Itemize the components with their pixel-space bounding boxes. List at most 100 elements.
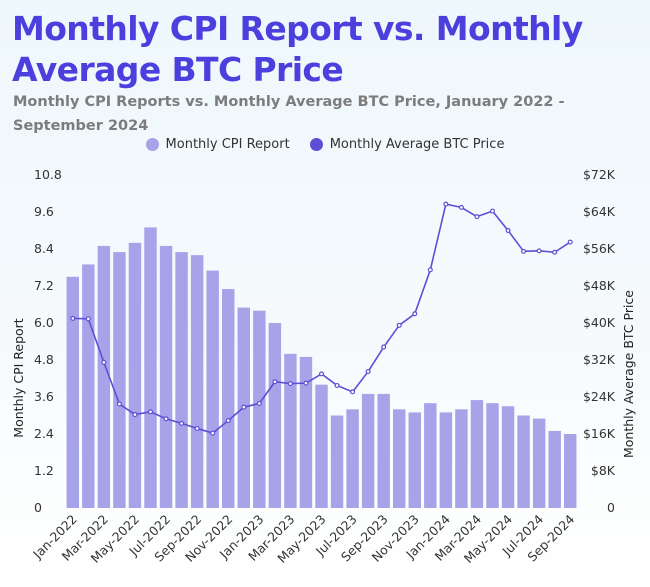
right-tick-label: $40K: [583, 315, 616, 330]
cpi-bar[interactable]: [144, 227, 157, 508]
legend-item-cpi[interactable]: Monthly CPI Report: [145, 137, 290, 152]
btc-point[interactable]: [350, 389, 356, 395]
cpi-bar[interactable]: [361, 393, 375, 508]
btc-point[interactable]: [490, 208, 496, 214]
btc-point[interactable]: [85, 316, 91, 322]
cpi-bar[interactable]: [377, 393, 390, 508]
btc-point[interactable]: [396, 322, 402, 328]
btc-point[interactable]: [458, 204, 464, 210]
btc-point[interactable]: [521, 248, 527, 254]
cpi-bar[interactable]: [299, 356, 313, 508]
cpi-bar[interactable]: [284, 353, 297, 508]
btc-point[interactable]: [241, 404, 247, 410]
cpi-bar[interactable]: [82, 264, 95, 508]
btc-point[interactable]: [474, 214, 480, 220]
btc-point[interactable]: [194, 425, 200, 431]
cpi-bar[interactable]: [113, 252, 126, 508]
legend-item-btc[interactable]: Monthly Average BTC Price: [309, 137, 505, 152]
btc-point[interactable]: [303, 380, 309, 386]
cpi-bar[interactable]: [548, 430, 561, 508]
btc-point[interactable]: [381, 344, 387, 350]
cpi-bar[interactable]: [517, 415, 530, 509]
right-tick-label: $32K: [583, 352, 616, 367]
cpi-bar[interactable]: [486, 403, 499, 508]
btc-point[interactable]: [536, 248, 542, 254]
btc-point[interactable]: [365, 369, 371, 375]
left-tick-label: 6.0: [34, 315, 54, 330]
btc-point[interactable]: [132, 412, 138, 418]
cpi-bar[interactable]: [315, 384, 328, 508]
btc-point[interactable]: [334, 382, 340, 388]
left-tick-label: 4.8: [34, 352, 54, 367]
right-axis-title: Monthly Average BTC Price: [621, 290, 636, 458]
btc-point[interactable]: [101, 359, 107, 365]
left-axis-title: Monthly CPI Report: [11, 318, 26, 437]
btc-point[interactable]: [427, 267, 433, 273]
cpi-bar[interactable]: [222, 289, 235, 508]
left-tick-label: 2.4: [34, 426, 54, 441]
cpi-bar[interactable]: [330, 415, 344, 509]
cpi-bar[interactable]: [439, 412, 453, 508]
right-tick-label: $48K: [583, 278, 616, 293]
btc-point[interactable]: [272, 379, 278, 385]
left-tick-label: 8.4: [34, 241, 54, 256]
legend-swatch-cpi: [145, 138, 159, 151]
btc-point[interactable]: [319, 371, 325, 377]
cpi-bar[interactable]: [564, 434, 577, 508]
cpi-bar[interactable]: [408, 412, 421, 508]
btc-point[interactable]: [443, 201, 449, 207]
cpi-bar[interactable]: [66, 276, 79, 508]
btc-point[interactable]: [163, 416, 169, 422]
btc-point[interactable]: [287, 381, 293, 387]
left-tick-label: 10.8: [34, 167, 62, 182]
btc-point[interactable]: [225, 418, 231, 424]
cpi-bar[interactable]: [128, 242, 142, 509]
cpi-bar[interactable]: [455, 409, 468, 508]
cpi-bar[interactable]: [532, 418, 546, 508]
btc-point[interactable]: [256, 400, 262, 406]
btc-point[interactable]: [552, 249, 558, 255]
btc-point[interactable]: [116, 401, 122, 407]
cpi-bar[interactable]: [159, 245, 173, 508]
left-tick-label: 3.6: [34, 389, 54, 404]
x-axis-ticks: Jan-2022Mar-2022May-2022Jul-2022Sep-2022…: [29, 511, 577, 565]
cpi-bar[interactable]: [175, 252, 188, 508]
chart-legend: Monthly CPI Report Monthly Average BTC P…: [0, 137, 650, 152]
btc-point[interactable]: [179, 420, 185, 426]
right-axis-ticks: 0 $8K $16K $24K $32K $40K $48K $56K $64K $72K: [583, 167, 616, 515]
right-tick-label: $56K: [583, 241, 616, 256]
btc-point[interactable]: [505, 228, 511, 234]
cpi-bar[interactable]: [424, 403, 437, 508]
left-tick-label: 9.6: [34, 204, 54, 219]
right-tick-label: $8K: [591, 463, 616, 478]
btc-point[interactable]: [412, 311, 418, 317]
cpi-bar[interactable]: [97, 245, 111, 508]
cpi-bar[interactable]: [190, 255, 204, 508]
btc-point[interactable]: [210, 430, 216, 436]
chart-subtitle: Monthly CPI Reports vs. Monthly Average …: [13, 94, 565, 134]
cpi-bar[interactable]: [501, 406, 515, 508]
legend-label-btc: Monthly Average BTC Price: [329, 137, 505, 152]
cpi-bar[interactable]: [393, 409, 406, 508]
btc-point[interactable]: [70, 315, 76, 321]
btc-point[interactable]: [567, 239, 573, 245]
left-tick-label: 7.2: [34, 278, 54, 293]
right-tick-label: 0: [607, 500, 615, 515]
right-tick-label: $16K: [583, 426, 616, 441]
left-axis-ticks: 0 1.2 2.4 3.6 4.8 6.0 7.2 8.4 9.6 10.8: [34, 167, 62, 515]
cpi-bar[interactable]: [268, 323, 282, 508]
legend-label-cpi: Monthly CPI Report: [165, 137, 290, 152]
cpi-bar[interactable]: [206, 270, 219, 508]
legend-swatch-btc: [309, 138, 323, 151]
right-tick-label: $64K: [583, 204, 616, 219]
cpi-bars: [66, 227, 577, 509]
cpi-bar[interactable]: [346, 409, 359, 508]
left-tick-label: 0: [34, 500, 42, 515]
chart-title: Monthly CPI Report vs. Monthly Average B…: [12, 9, 583, 89]
right-tick-label: $72K: [583, 167, 616, 182]
cpi-bar[interactable]: [253, 310, 266, 508]
btc-point[interactable]: [148, 409, 154, 415]
cpi-bar[interactable]: [470, 400, 484, 508]
left-tick-label: 1.2: [34, 463, 54, 478]
